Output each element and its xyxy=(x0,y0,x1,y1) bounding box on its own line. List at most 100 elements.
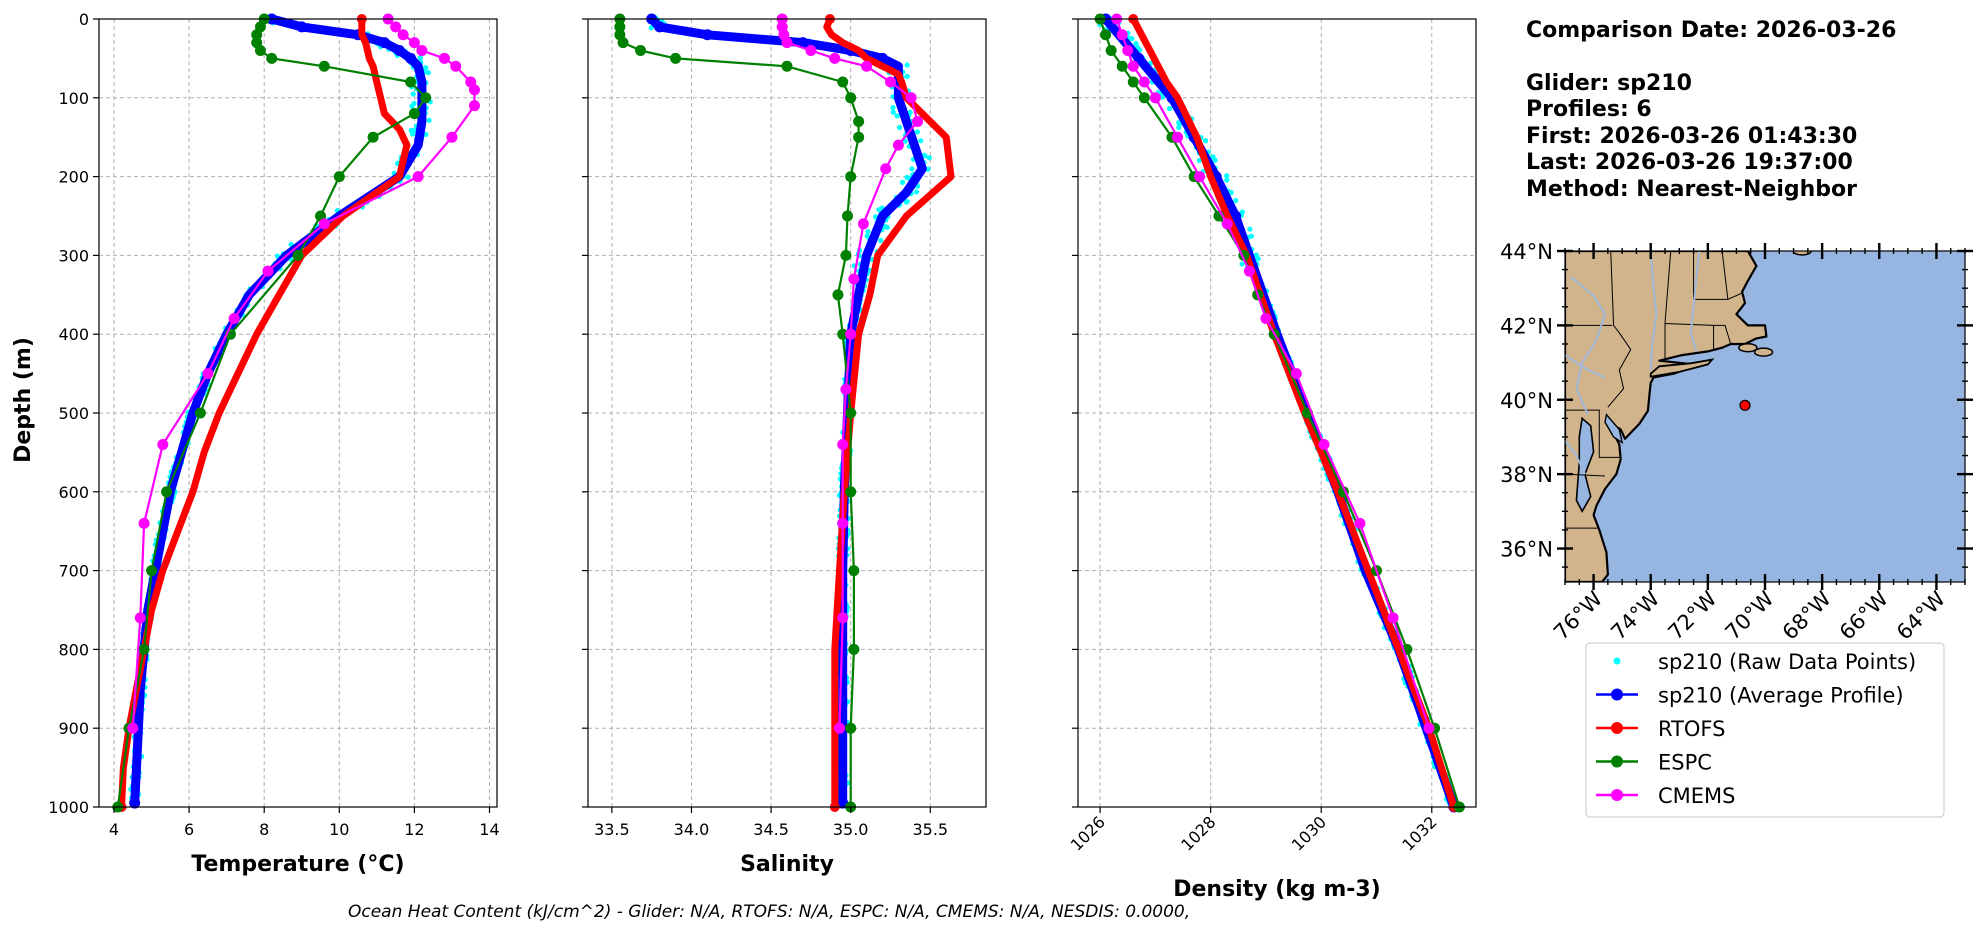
cmems-profile-line xyxy=(1115,17,1431,730)
state-border xyxy=(1713,324,1732,345)
island xyxy=(1753,347,1774,357)
espc-profile-marker xyxy=(1127,76,1139,88)
legend-entry-avg: sp210 (Average Profile) xyxy=(1596,684,1904,708)
espc-profile-marker xyxy=(194,407,206,419)
cmems-profile-marker xyxy=(412,171,424,183)
espc-profile-marker xyxy=(845,92,857,104)
avg-profile-marker xyxy=(1230,210,1242,222)
cmems-profile-marker xyxy=(845,328,857,340)
avg-profile-marker xyxy=(393,45,405,57)
cmems-profile-marker xyxy=(892,139,904,151)
cmems-profile-marker xyxy=(857,218,869,230)
lat-tick-label: 44°N xyxy=(1500,240,1553,264)
panel-1: 4 6 8 10 12 14 0 100 200 300 400 500 600 700 800 900 100… xyxy=(48,10,499,877)
river xyxy=(1565,354,1606,379)
island xyxy=(1792,251,1812,256)
raw-data-point xyxy=(410,131,416,137)
raw-data-point xyxy=(1255,256,1261,262)
raw-data-point xyxy=(890,105,896,111)
depth-axis-label: Depth (m) xyxy=(11,337,36,463)
cmems-profile-marker xyxy=(861,60,873,72)
cmems-profile-marker xyxy=(905,92,917,104)
espc-profile-marker xyxy=(848,565,860,577)
cmems-profile-marker xyxy=(138,517,150,529)
legend-entry-rtofs: RTOFS xyxy=(1596,717,1725,741)
raw-data-point xyxy=(409,103,415,109)
legend-swatch-marker xyxy=(1611,722,1623,734)
espc-profile-marker xyxy=(635,45,647,57)
legend-entry-cmems: CMEMS xyxy=(1596,784,1736,808)
x-tick-label: 6 xyxy=(184,820,194,839)
cmems-profile-marker xyxy=(468,84,480,96)
cmems-profile-marker xyxy=(127,722,139,734)
espc-profile-marker xyxy=(318,60,330,72)
x-tick-label: 34.0 xyxy=(674,820,710,839)
info-block: Comparison Date: 2026-03-26 Glider: sp21… xyxy=(1526,18,1896,202)
legend: sp210 (Raw Data Points) sp210 (Average Pr… xyxy=(1585,642,1945,818)
espc-profile-marker xyxy=(853,115,865,127)
lon-tick-label: 72°W xyxy=(1663,586,1721,644)
raw-data-point xyxy=(904,62,910,68)
espc-profile-marker xyxy=(161,486,173,498)
rtofs-profile-line xyxy=(1129,15,1458,811)
cmems-profile-marker xyxy=(1138,76,1150,88)
x-tick-label: 10 xyxy=(329,820,349,839)
x-tick-label: 12 xyxy=(404,820,424,839)
avg-profile-line xyxy=(130,14,427,808)
cmems-profile-marker xyxy=(912,115,924,127)
avg-profile-marker xyxy=(296,21,308,33)
y-tick-label: 200 xyxy=(58,168,89,187)
y-tick-label: 100 xyxy=(58,89,89,108)
lon-tick-label: 68°W xyxy=(1778,586,1836,644)
raw-data-point xyxy=(894,113,900,119)
raw-data-point xyxy=(913,189,920,195)
espc-profile-marker xyxy=(781,60,793,72)
cmems-profile-marker xyxy=(837,517,849,529)
avg-profile-marker xyxy=(129,797,141,809)
espc-profile-marker xyxy=(837,76,849,88)
x-tick-label: 33.5 xyxy=(594,820,630,839)
raw-data-point xyxy=(410,91,416,97)
y-tick-label: 1000 xyxy=(48,798,89,817)
cmems-profile-marker xyxy=(837,439,849,451)
cmems-profile-marker xyxy=(446,131,458,143)
espc-profile-marker xyxy=(138,643,150,655)
glider-name: Glider: sp210 xyxy=(1526,71,1692,96)
espc-profile-marker xyxy=(1138,92,1150,104)
x-axis-label: Salinity xyxy=(740,852,834,877)
raw-data-point xyxy=(918,138,924,144)
raw-data-point xyxy=(899,179,906,186)
espc-profile-marker xyxy=(845,722,857,734)
espc-profile-marker xyxy=(845,171,857,183)
cmems-profile-marker xyxy=(1290,368,1302,380)
long-island xyxy=(1649,358,1715,378)
cmems-profile-marker xyxy=(1221,218,1233,230)
cmems-profile-marker xyxy=(318,218,330,230)
x-tick-label: 1030 xyxy=(1288,812,1330,854)
state-border xyxy=(1565,409,1621,458)
espc-profile-line xyxy=(618,17,860,809)
avg-profile-marker xyxy=(405,52,417,64)
espc-profile-marker xyxy=(837,328,849,340)
cmems-profile-marker xyxy=(390,21,402,33)
raw-data-point xyxy=(1233,197,1239,204)
raw-data-point xyxy=(1196,157,1202,164)
raw-data-point xyxy=(1166,105,1173,112)
x-tick-label: 1032 xyxy=(1398,812,1440,854)
raw-data-point xyxy=(1203,138,1209,144)
lon-tick-label: 66°W xyxy=(1835,586,1893,644)
y-tick-label: 400 xyxy=(58,325,89,344)
river xyxy=(1565,440,1586,475)
legend-label: sp210 (Average Profile) xyxy=(1658,684,1904,708)
legend-swatch xyxy=(1613,657,1621,665)
cmems-profile-marker xyxy=(228,312,240,324)
raw-data-point xyxy=(903,199,909,205)
raw-data-point xyxy=(1176,120,1182,126)
raw-data-point xyxy=(1239,261,1245,267)
x-axis-label: Density (kg m-3) xyxy=(1173,877,1381,902)
cmems-profile-marker xyxy=(1243,265,1255,277)
cmems-profile-marker xyxy=(1387,612,1399,624)
legend-entry-raw: sp210 (Raw Data Points) xyxy=(1613,650,1916,674)
x-tick-label: 1028 xyxy=(1177,812,1219,854)
lon-tick-label: 70°W xyxy=(1721,586,1779,644)
